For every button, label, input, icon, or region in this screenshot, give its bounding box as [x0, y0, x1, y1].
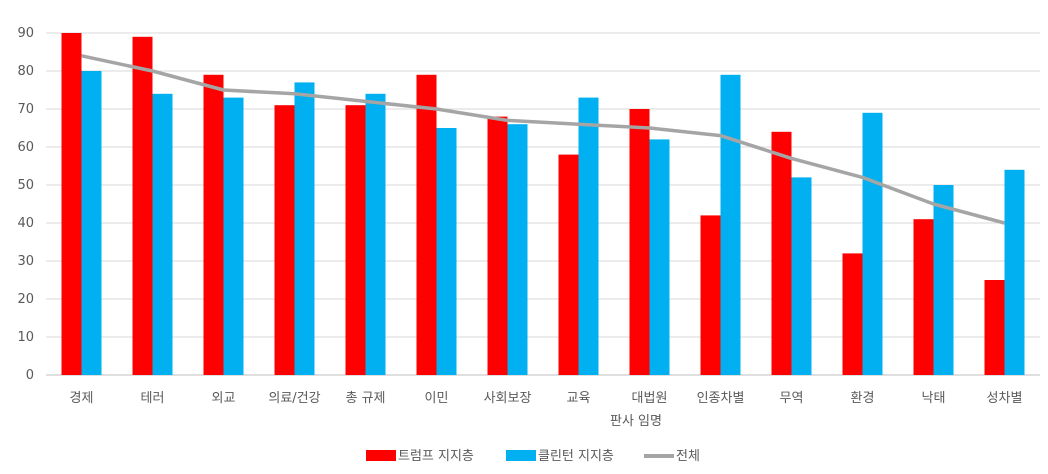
x-tick-label: 총 규제	[345, 391, 385, 406]
bar-clinton	[862, 112, 883, 376]
bar-clinton	[223, 97, 244, 375]
x-tick-label: 외교	[212, 391, 236, 406]
bar-clinton	[720, 74, 741, 376]
legend-label: 전체	[676, 449, 700, 464]
bars	[61, 33, 1025, 376]
bar-clinton	[649, 139, 670, 375]
x-tick-label: 의료/건강	[268, 391, 320, 406]
y-tick-label: 80	[17, 64, 34, 79]
legend-swatch	[506, 450, 536, 461]
bar-trump	[416, 74, 437, 376]
y-tick-label: 50	[17, 178, 34, 193]
bar-trump	[61, 33, 82, 375]
y-tick-label: 30	[17, 254, 34, 269]
bar-trump	[629, 109, 650, 375]
y-tick-label: 40	[17, 216, 34, 231]
legend-label: 트럼프 지지층	[398, 449, 474, 464]
y-tick-label: 90	[17, 26, 34, 41]
x-tick-label: 성차별	[987, 391, 1023, 406]
series-line-total	[81, 54, 1005, 225]
bar-clinton	[294, 82, 315, 376]
bar-clinton	[365, 93, 386, 376]
y-tick-label: 0	[26, 368, 34, 383]
x-tick-label: 인종차별	[697, 391, 745, 406]
legend-swatch	[366, 450, 396, 461]
bar-trump	[203, 74, 224, 376]
bar-trump	[132, 36, 153, 376]
bar-trump	[842, 253, 863, 375]
y-axis-ticks: 0 10 20 30 40 50 60 70 80 90	[17, 26, 34, 383]
bar-clinton	[578, 97, 599, 375]
x-tick-label: 대법원	[632, 391, 668, 406]
x-tick-label: 낙태	[922, 391, 946, 406]
x-tick-label: 이민	[425, 391, 449, 406]
bar-clinton	[81, 71, 102, 375]
bar-clinton	[436, 128, 457, 375]
x-tick-label: 경제	[70, 391, 94, 406]
bar-clinton	[1004, 169, 1025, 375]
bar-clinton	[152, 93, 173, 376]
x-tick-label: 교육	[567, 391, 591, 406]
bar-trump	[700, 215, 721, 375]
bar-trump	[558, 154, 579, 375]
y-tick-label: 70	[17, 102, 34, 117]
total-line	[81, 54, 1005, 225]
x-axis-categories: 경제 테러 외교 의료/건강 총 규제 이민 사회보장 교육 대법원 인종차별 무역 환경 낙태 성차별	[70, 391, 1023, 406]
bar-clinton	[933, 185, 954, 375]
y-tick-label: 60	[17, 140, 34, 155]
bar-trump	[984, 280, 1005, 375]
x-tick-label: 사회보장	[484, 391, 532, 406]
bar-clinton	[791, 177, 812, 375]
bar-trump	[487, 116, 508, 375]
x-tick-label: 무역	[780, 391, 804, 406]
y-tick-label: 10	[17, 330, 34, 345]
x-tick-label: 환경	[851, 391, 875, 406]
x-axis-label: 판사 임명	[610, 414, 662, 429]
bar-trump	[345, 105, 366, 375]
bar-trump	[771, 131, 792, 375]
legend: 트럼프 지지층 클린턴 지지층 전체	[366, 449, 700, 464]
gridlines	[46, 32, 1040, 376]
x-tick-label: 테러	[141, 391, 165, 406]
bar-trump	[274, 105, 295, 375]
y-tick-label: 20	[17, 292, 34, 307]
bar-clinton	[507, 124, 528, 375]
legend-label: 클린턴 지지층	[538, 449, 614, 464]
bar-trump	[913, 219, 934, 375]
